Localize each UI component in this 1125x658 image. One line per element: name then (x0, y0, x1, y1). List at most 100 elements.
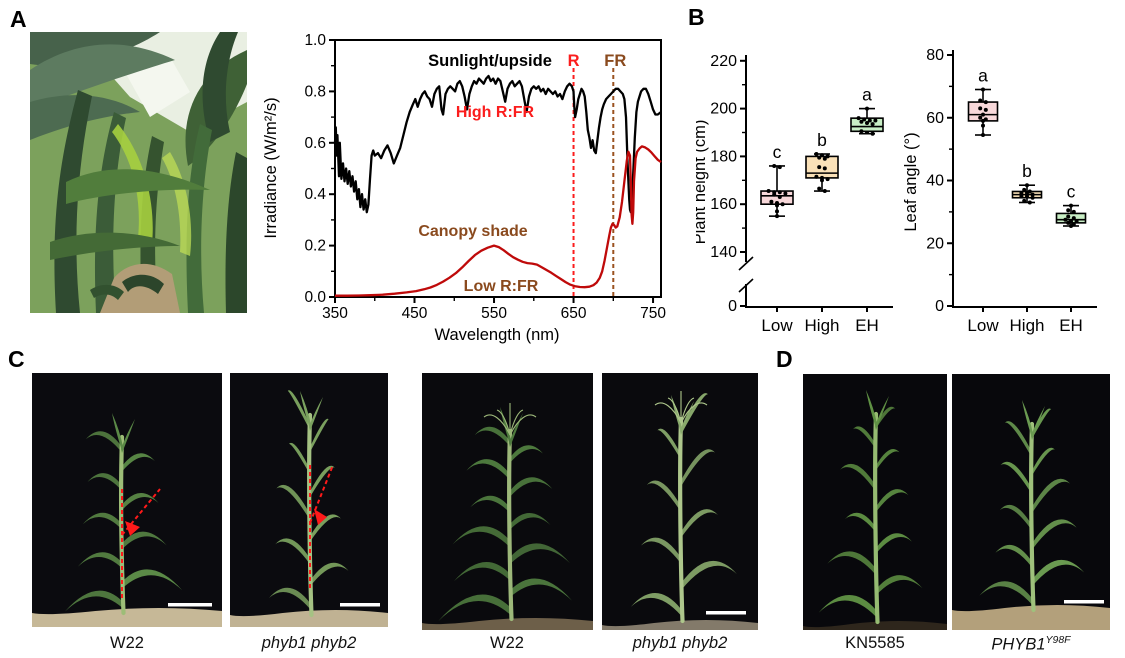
tassel (509, 414, 537, 436)
maize-plant (630, 391, 737, 624)
y-tick-label: 60 (926, 110, 944, 127)
sig-letter: a (978, 66, 988, 86)
y-tick-label: 0.6 (304, 135, 326, 152)
data-point (856, 116, 861, 121)
maize-plant (438, 403, 573, 622)
photo-w22-adult (422, 373, 593, 630)
panel-d-label: D (776, 346, 793, 372)
y-tick-label: 180 (710, 148, 737, 165)
data-point (981, 112, 985, 117)
data-point (817, 186, 822, 191)
y-axis-label: Leaf angle (°) (902, 132, 920, 231)
y-axis-label: Irradiance (W/m²/s) (262, 97, 280, 238)
box-low (967, 101, 999, 122)
y-tick-label: 1.0 (304, 32, 326, 49)
data-point (775, 214, 779, 219)
x-tick-label: 450 (402, 305, 428, 322)
tassel (680, 397, 695, 424)
data-point (1069, 203, 1073, 208)
y-tick-label: 0 (935, 298, 944, 315)
data-point (822, 156, 827, 161)
caption-phyb1-phyb2-adult: phyb1 phyb2 (632, 634, 728, 652)
caption-phyb1-y98f: PHYB1Y98F (991, 634, 1071, 654)
data-point (772, 163, 777, 168)
y-tick-label: 80 (926, 47, 944, 64)
soil (803, 621, 947, 630)
soil (32, 608, 222, 627)
data-point (1025, 194, 1029, 199)
data-point (981, 118, 985, 123)
data-point (870, 131, 875, 136)
data-point (1025, 191, 1029, 196)
tassel (667, 397, 682, 424)
data-point (981, 133, 985, 138)
data-point (870, 122, 875, 127)
panel-a-label: A (10, 6, 27, 32)
red-arrowhead (314, 509, 327, 525)
annotation-canopy-shade: Canopy shade (418, 223, 527, 240)
category-label: High (1010, 316, 1045, 335)
data-point (1025, 183, 1029, 188)
data-point (814, 152, 819, 157)
data-point (769, 199, 774, 204)
annotation-sunlight: Sunlight/upside (428, 52, 552, 70)
y-tick-label: 0.4 (304, 186, 326, 203)
y-tick-label: 220 (710, 53, 737, 70)
data-point (825, 177, 830, 182)
data-point (777, 190, 782, 195)
maize-canopy-photo (30, 32, 247, 313)
sig-letter: a (862, 85, 872, 105)
soil (230, 610, 388, 627)
tassel (496, 409, 511, 436)
scale-bar (168, 603, 212, 607)
data-point (981, 123, 985, 128)
tassel (483, 414, 511, 436)
annotation-high-rfr: High R:FR (456, 104, 535, 121)
data-point (865, 130, 869, 135)
data-point (862, 117, 867, 122)
data-point (814, 174, 819, 179)
y-tick-label: 0.0 (304, 289, 326, 306)
leaf-angle-leaf-line (309, 464, 334, 524)
data-point (1027, 200, 1032, 205)
data-point (978, 115, 983, 120)
maize-plant (979, 400, 1085, 613)
scale-bar (340, 603, 380, 607)
data-point (978, 106, 983, 111)
red-arrowhead (125, 521, 140, 536)
data-point (1066, 208, 1071, 213)
sig-letter: c (773, 142, 782, 162)
x-tick-label: 650 (561, 305, 587, 322)
data-point (777, 165, 782, 170)
data-point (817, 165, 822, 170)
category-label: EH (855, 316, 879, 335)
data-point (1066, 214, 1071, 219)
spectrum-chart: 350 450 550 650 750 0.0 0.2 0.4 0.6 0.8 1.0 Wavelen… (262, 32, 666, 344)
annotation-fr: FR (604, 52, 626, 70)
x-tick-label: 350 (322, 305, 348, 322)
data-point (780, 202, 785, 207)
annotation-low-rfr: Low R:FR (464, 278, 539, 295)
y-tick-label: 0.2 (304, 238, 326, 255)
tassel (654, 402, 682, 424)
data-point (777, 195, 782, 200)
y-axis-label: Plant height (cm) (696, 120, 709, 245)
maize-plant (818, 390, 923, 625)
category-label: Low (967, 316, 999, 335)
scale-bar (706, 611, 746, 615)
data-point (983, 100, 988, 105)
panel-c-label: C (8, 346, 25, 372)
x-axis-label: Wavelength (nm) (434, 326, 559, 344)
photo-phyb1-phyb2-juvenile (230, 373, 388, 627)
panel-b-label: B (688, 4, 705, 30)
category-label: High (805, 316, 840, 335)
axis-break-mark (738, 278, 754, 293)
caption-kn5585: KN5585 (845, 634, 905, 652)
photo-phyb1-phyb2-adult (602, 373, 758, 630)
data-point (1019, 194, 1024, 199)
y-tick-label: 200 (710, 101, 737, 118)
data-point (1071, 209, 1076, 214)
data-point (1066, 220, 1071, 225)
data-point (772, 192, 777, 197)
